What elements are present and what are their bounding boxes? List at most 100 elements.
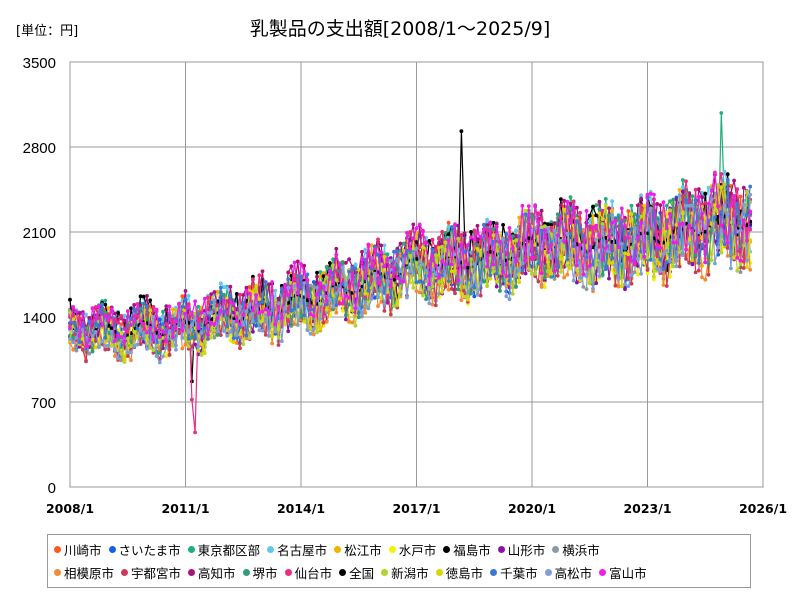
y-tick-label: 2100 (23, 225, 56, 242)
data-point (113, 339, 117, 344)
data-point (623, 224, 627, 228)
data-point (514, 259, 518, 264)
legend-label: 相模原市 (64, 565, 115, 581)
legend-item: 高松市 (544, 563, 592, 582)
data-point (437, 291, 441, 296)
data-point (735, 255, 740, 260)
data-point (437, 236, 441, 241)
data-point (443, 274, 448, 278)
legend-marker-icon (490, 568, 498, 576)
data-point (745, 258, 749, 263)
data-point (530, 255, 534, 260)
legend-label: 徳島市 (445, 565, 484, 581)
data-point (109, 307, 114, 312)
data-point (501, 223, 505, 227)
data-point (199, 330, 204, 335)
data-point (260, 300, 265, 304)
data-point (565, 231, 570, 236)
data-point (488, 273, 493, 278)
legend-marker-icon (121, 568, 129, 576)
data-point (619, 242, 624, 246)
data-point (700, 195, 704, 200)
data-point (286, 314, 291, 319)
data-point (687, 261, 692, 265)
data-point (626, 276, 631, 280)
data-point (251, 308, 255, 313)
data-point (462, 284, 467, 289)
legend-label: 福島市 (453, 542, 491, 558)
data-point (549, 275, 554, 279)
data-point (289, 264, 294, 269)
data-point (190, 347, 194, 352)
data-point (369, 264, 374, 269)
data-point (186, 337, 191, 341)
data-point (180, 294, 185, 299)
data-point (433, 248, 438, 253)
data-point (395, 249, 400, 254)
data-point (90, 333, 95, 338)
data-point (129, 358, 133, 363)
data-point (469, 291, 473, 296)
data-point (693, 198, 698, 203)
data-point (542, 221, 547, 226)
data-point (661, 252, 666, 256)
data-point (234, 333, 239, 338)
data-point (494, 224, 499, 229)
data-point (465, 290, 470, 295)
data-point (103, 302, 108, 307)
data-point (315, 330, 319, 335)
data-point (680, 211, 685, 216)
data-point (395, 301, 400, 306)
data-point (215, 333, 220, 337)
data-point (421, 263, 425, 267)
data-point (491, 233, 496, 238)
data-point (212, 335, 217, 340)
data-point (526, 267, 531, 271)
data-point (684, 247, 688, 252)
data-point (430, 247, 435, 252)
data-point (311, 296, 316, 300)
data-point (478, 239, 483, 244)
data-point (257, 297, 262, 302)
data-point (690, 203, 695, 208)
data-point (263, 280, 268, 284)
data-point (658, 269, 663, 274)
data-point (603, 246, 608, 251)
legend-item: 富山市 (599, 563, 647, 582)
data-point (174, 347, 178, 352)
data-point (597, 274, 602, 278)
data-point (218, 285, 223, 290)
data-point (456, 278, 461, 283)
data-point (138, 342, 143, 346)
data-point (68, 310, 72, 315)
data-point (652, 274, 656, 279)
data-point (559, 270, 563, 274)
legend-label: さいたま市 (118, 542, 181, 558)
data-point (119, 351, 124, 356)
data-point (498, 271, 502, 275)
data-point (273, 329, 278, 334)
data-point (141, 322, 146, 326)
legend-item: 福島市 (443, 540, 491, 559)
data-point (725, 172, 730, 177)
data-point (703, 191, 708, 196)
data-point (514, 228, 518, 233)
data-point (645, 271, 650, 276)
data-point (472, 294, 477, 299)
legend-label: 水戸市 (398, 542, 437, 558)
data-point (575, 263, 579, 268)
data-point (693, 249, 698, 254)
data-point (183, 342, 188, 347)
data-point (148, 308, 153, 312)
data-point (478, 293, 483, 298)
data-point (449, 269, 454, 274)
data-point (174, 305, 178, 310)
data-point (417, 259, 422, 264)
data-point (231, 319, 236, 324)
data-point (741, 266, 746, 270)
data-point (581, 285, 586, 289)
data-point (385, 252, 390, 257)
data-point (190, 397, 194, 402)
data-point (575, 280, 579, 285)
data-point (571, 199, 576, 204)
